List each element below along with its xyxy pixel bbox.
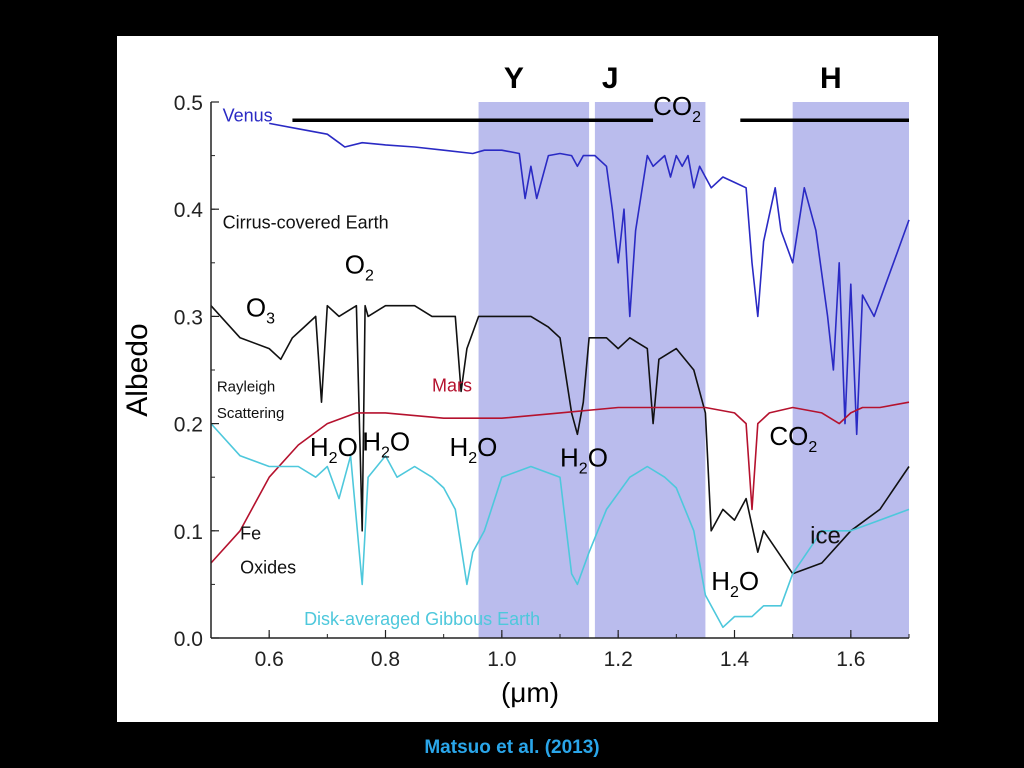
annotation-ice: ice [810,523,841,550]
y-tick-label: 0.2 [174,414,203,437]
albedo-spectrum-chart: 0.6 0.8 1.0 1.2 1.4 1.6 0.0 0.1 0.2 0.3 0.4 0.5 Albe… [121,62,910,708]
molecule-tail: O [739,566,759,596]
x-axis-label: (μm) [501,677,559,708]
molecule-base: H [310,432,329,462]
molecule-tail: O [477,432,497,462]
annotations-layer: Y J H Venus Cirrus-covered Earth Mars Disk-ave… [217,62,842,629]
molecule-base: CO [769,421,808,451]
series-layer [210,122,910,629]
molecule-subscript: 2 [579,460,588,477]
series-line-venus [269,122,910,436]
molecule-subscript: 3 [266,310,275,327]
band-y [478,102,590,638]
molecule-subscript: 2 [692,109,701,126]
x-tick-label: 0.8 [371,648,400,671]
molecule-label-h2o: H2O [362,426,410,461]
annotation-disk-averaged-gibbous-earth: Disk-averaged Gibbous Earth [304,609,540,629]
molecule-base: H [449,432,468,462]
molecule-tail: O [588,442,608,472]
molecule-label-h2o: H2O [310,432,358,467]
x-tick-label: 0.6 [255,648,284,671]
y-tick-label: 0.4 [174,199,204,222]
molecule-subscript: 2 [808,439,817,456]
citation-caption: Matsuo et al. (2013) [424,737,600,758]
band-label-y: Y [504,62,524,95]
series-line-disk-averaged-gibbous-earth [210,423,910,629]
chart-panel: 0.6 0.8 1.0 1.2 1.4 1.6 0.0 0.1 0.2 0.3 0.4 0.5 Albe… [117,36,938,722]
molecule-base: H [560,442,579,472]
series-line-cirrus-covered-earth [210,304,910,575]
band-label-j: J [602,62,619,95]
band-h [792,102,909,638]
molecule-subscript: 2 [329,450,338,467]
molecule-subscript: 2 [365,268,374,285]
y-tick-label: 0.0 [174,628,203,651]
molecule-base: H [362,426,381,456]
molecule-tail: O [390,426,410,456]
annotation-rayleigh: Rayleigh [217,378,275,395]
molecule-base: CO [653,91,692,121]
annotation-mars: Mars [432,375,472,395]
annotation-fe: Fe [240,523,261,543]
y-tick-label: 0.1 [174,521,203,544]
band-j [594,102,706,638]
x-tick-label: 1.6 [836,648,865,671]
band-label-h: H [820,62,842,95]
y-tick-label: 0.3 [174,306,203,329]
bands-layer [478,102,909,638]
molecule-label-o2: O2 [345,250,374,285]
annotation-venus: Venus [223,105,273,125]
annotation-scattering: Scattering [217,405,285,422]
molecule-label-h2o: H2O [711,566,759,601]
molecule-label-co2: CO2 [653,91,701,126]
molecule-subscript: 2 [381,444,390,461]
molecule-subscript: 2 [730,584,739,601]
x-tick-label: 1.2 [604,648,633,671]
annotation-cirrus-covered-earth: Cirrus-covered Earth [223,212,389,232]
x-tick-label: 1.4 [720,648,750,671]
molecule-label-co2: CO2 [769,421,817,456]
molecule-label-h2o: H2O [449,432,497,467]
molecule-base: O [345,250,365,280]
molecule-base: H [711,566,730,596]
molecule-subscript: 2 [468,450,477,467]
annotation-oxides: Oxides [240,558,296,578]
molecule-label-o3: O3 [246,292,275,327]
molecule-label-h2o: H2O [560,442,608,477]
y-tick-label: 0.5 [174,92,203,115]
molecule-base: O [246,292,266,322]
molecule-tail: O [338,432,358,462]
axes-layer: 0.6 0.8 1.0 1.2 1.4 1.6 0.0 0.1 0.2 0.3 0.4 0.5 Albe… [121,92,910,708]
y-axis-label: Albedo [121,323,154,416]
x-tick-label: 1.0 [487,648,516,671]
series-line-mars [210,401,910,564]
